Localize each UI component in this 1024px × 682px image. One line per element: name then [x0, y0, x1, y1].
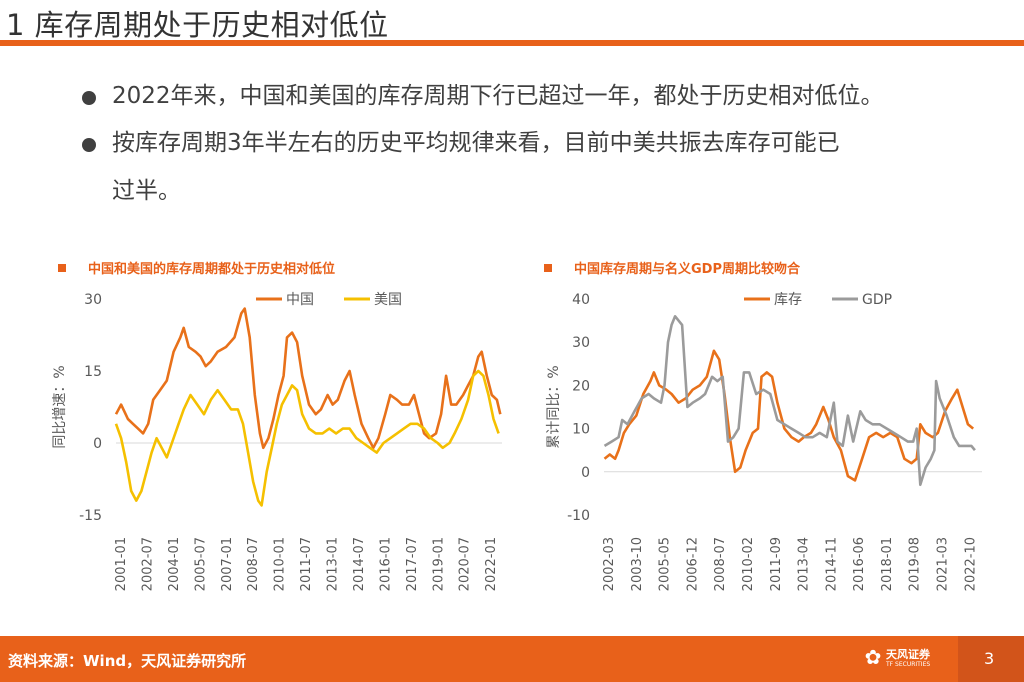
x-tick-label: 2001-01	[114, 537, 129, 591]
x-tick-label: 2019-01	[431, 537, 446, 591]
bullet-1-text: 2022年来，中国和美国的库存周期下行已超过一年，都处于历史相对低位。	[112, 83, 884, 109]
y-tick-label: 30	[572, 335, 590, 351]
chart-inventory-vs-gdp: 中国库存周期与名义GDP周期比较吻合 -10 0 10 20 30 40 累计同比：% 2002…	[544, 261, 982, 591]
x-tick-label: 2016-06	[852, 537, 867, 591]
title-underline	[0, 40, 1024, 46]
x-tick-label: 2005-05	[658, 537, 673, 591]
series-line-美国	[114, 369, 500, 507]
x-tick-label: 2010-01	[273, 537, 288, 591]
y-tick-label: 20	[572, 378, 590, 394]
flower-logo-icon: ✿	[864, 645, 882, 669]
x-tick-label: 2021-03	[936, 537, 951, 591]
x-tick-label: 2006-12	[685, 537, 700, 591]
y-tick-label: -10	[567, 508, 590, 524]
y-axis-label: 累计同比：%	[546, 365, 562, 448]
y-tick-label: 40	[572, 292, 590, 308]
bullet-dot-icon	[82, 138, 96, 152]
page-number: 3	[984, 649, 995, 668]
y-tick-label: 15	[84, 364, 102, 380]
x-tick-label: 2005-07	[193, 537, 208, 591]
x-tick-label: 2022-10	[963, 537, 978, 591]
slide-title: 1 库存周期处于历史相对低位	[6, 8, 389, 42]
y-tick-label: 0	[581, 465, 590, 481]
footer-corner-block	[958, 636, 1024, 682]
tf-securities-logo: ✿ 天风证券 TF SECURITIES	[862, 644, 952, 674]
x-tick-label: 2003-10	[630, 537, 645, 591]
x-tick-label: 2008-07	[246, 537, 261, 591]
x-tick-label: 2013-04	[797, 537, 812, 591]
footer-source: 资料来源：Wind，天风证券研究所	[8, 652, 247, 670]
series-line-中国	[114, 307, 502, 450]
x-tick-label: 2014-11	[824, 537, 839, 591]
logo-name-en: TF SECURITIES	[886, 661, 931, 668]
y-axis-label: 同比增速：%	[52, 365, 68, 448]
chart-title: 中国库存周期与名义GDP周期比较吻合	[574, 261, 801, 277]
footer-bar: 资料来源：Wind，天风证券研究所 ✿ 天风证券 TF SECURITIES 3	[0, 636, 1024, 682]
x-tick-label: 2014-07	[352, 537, 367, 591]
bullet-2-text: 按库存周期3年半左右的历史平均规律来看，目前中美共振去库存可能已	[112, 130, 840, 156]
y-tick-label: 30	[84, 292, 102, 308]
series-line-库存	[603, 349, 975, 482]
bullet-dot-icon	[82, 91, 96, 105]
logo-name-cn: 天风证券	[886, 648, 930, 661]
x-tick-label: 2011-07	[299, 537, 314, 591]
x-tick-label: 2008-07	[713, 537, 728, 591]
x-tick-label: 2002-07	[140, 537, 155, 591]
y-tick-label: 10	[572, 422, 590, 438]
x-tick-label: 2002-03	[602, 537, 617, 591]
x-tick-label: 2022-01	[484, 537, 499, 591]
chart-title: 中国和美国的库存周期都处于历史相对低位	[88, 261, 335, 277]
x-tick-label: 2011-09	[769, 537, 784, 591]
x-tick-label: 2017-07	[405, 537, 420, 591]
chart-china-us-inventory: 中国和美国的库存周期都处于历史相对低位 -15 0 15 30 同比增速：% 2001-01…	[52, 261, 502, 591]
series-line-GDP	[603, 315, 976, 487]
bullet-2-text-line2: 过半。	[112, 178, 181, 204]
legend-label: 美国	[374, 292, 402, 308]
x-tick-label: 2018-01	[880, 537, 895, 591]
x-tick-label: 2019-08	[908, 537, 923, 591]
chart-title-marker-icon	[544, 264, 552, 272]
chart-title-marker-icon	[58, 264, 66, 272]
x-tick-label: 2010-02	[741, 537, 756, 591]
legend-label: GDP	[862, 292, 892, 308]
y-tick-label: -15	[79, 508, 102, 524]
x-tick-label: 2020-07	[458, 537, 473, 591]
x-tick-label: 2013-01	[326, 537, 341, 591]
x-tick-label: 2016-01	[378, 537, 393, 591]
legend-label: 中国	[286, 292, 314, 308]
x-tick-label: 2004-01	[167, 537, 182, 591]
x-tick-label: 2007-01	[220, 537, 235, 591]
y-tick-label: 0	[93, 436, 102, 452]
legend-label: 库存	[774, 292, 802, 308]
